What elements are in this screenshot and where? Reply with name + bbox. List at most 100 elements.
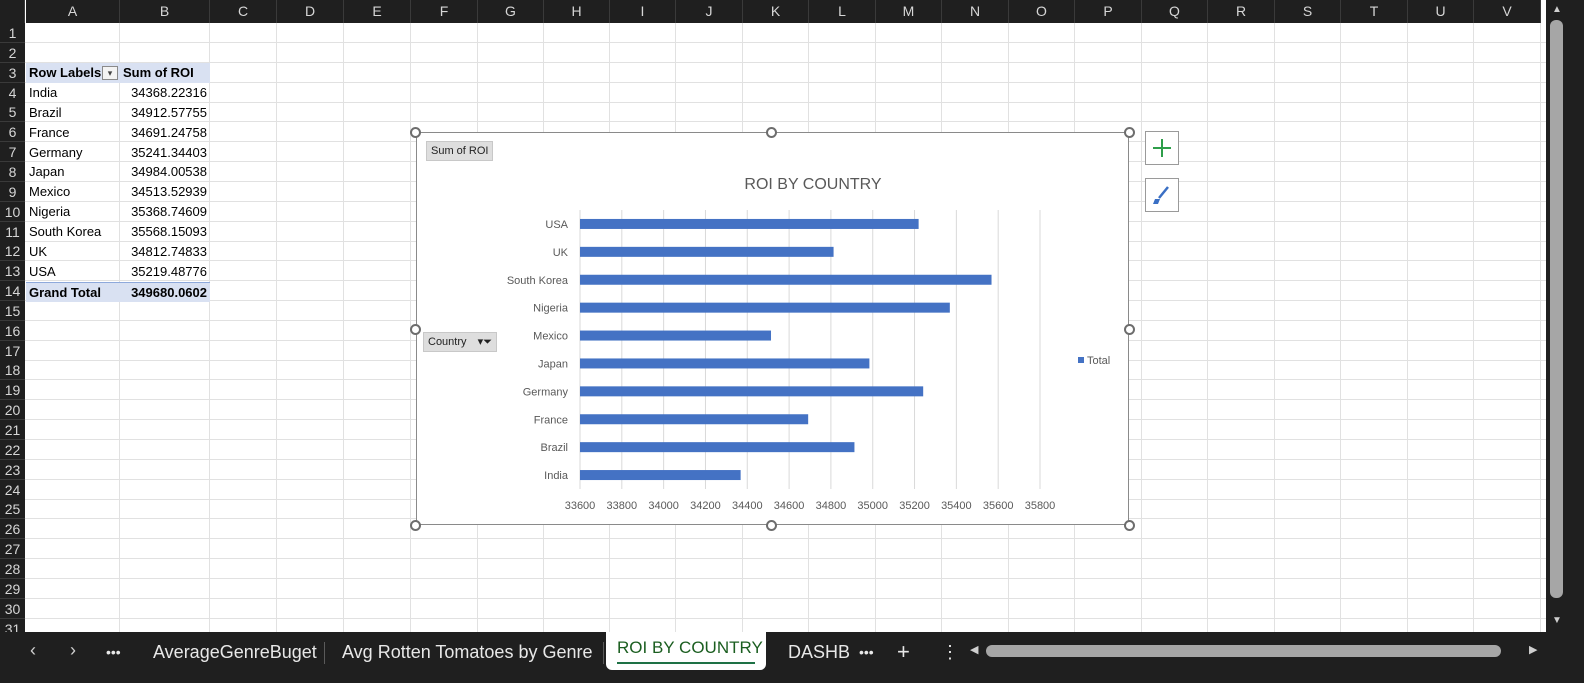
resize-handle-bottom-right[interactable]	[1124, 520, 1135, 531]
pivot-grand-total-label[interactable]: Grand Total	[26, 282, 120, 302]
column-header-f[interactable]: F	[411, 0, 478, 23]
row-header-5[interactable]: 5	[0, 102, 25, 123]
row-header-30[interactable]: 30	[0, 598, 25, 619]
row-header-12[interactable]: 12	[0, 241, 25, 262]
sum-of-roi-field-button[interactable]: Sum of ROI	[426, 141, 494, 161]
pivot-row-label[interactable]: Germany	[29, 144, 83, 160]
row-header-9[interactable]: 9	[0, 181, 25, 202]
row-header-1[interactable]: 1	[0, 23, 25, 43]
pivot-chart[interactable]: Sum of ROI Country ▾⏷ ROI BY COUNTRY Ind…	[416, 132, 1129, 525]
row-header-8[interactable]: 8	[0, 161, 25, 182]
column-header-v[interactable]: V	[1474, 0, 1541, 23]
row-header-22[interactable]: 22	[0, 439, 25, 460]
row-header-19[interactable]: 19	[0, 380, 25, 401]
row-header-10[interactable]: 10	[0, 201, 25, 222]
pivot-row-label[interactable]: France	[29, 124, 70, 140]
row-header-17[interactable]: 17	[0, 340, 25, 361]
pivot-row-label[interactable]: USA	[29, 263, 56, 279]
row-header-31[interactable]: 31	[0, 618, 25, 632]
column-header-p[interactable]: P	[1075, 0, 1142, 23]
row-header-15[interactable]: 15	[0, 300, 25, 321]
column-header-k[interactable]: K	[743, 0, 809, 23]
column-header-o[interactable]: O	[1009, 0, 1075, 23]
row-header-21[interactable]: 21	[0, 420, 25, 440]
row-header-23[interactable]: 23	[0, 459, 25, 480]
column-header-g[interactable]: G	[478, 0, 544, 23]
scroll-right-icon[interactable]: ▶	[1529, 644, 1538, 656]
bar-nigeria[interactable]	[580, 302, 950, 313]
resize-handle-bottom-left[interactable]	[410, 520, 421, 531]
row-header-24[interactable]: 24	[0, 479, 25, 500]
pivot-row-label[interactable]: Mexico	[29, 184, 71, 200]
bar-south-korea[interactable]	[580, 274, 992, 285]
horizontal-scroll-thumb[interactable]	[986, 645, 1501, 657]
pivot-row-label[interactable]: Brazil	[29, 104, 62, 120]
pivot-row-labels-header[interactable]: Row Labels	[26, 63, 120, 83]
pivot-row-label[interactable]: Japan	[29, 164, 65, 180]
tab-dashboard[interactable]: DASHBC	[788, 642, 850, 662]
pivot-row-value[interactable]: 35368.74609	[131, 204, 207, 220]
row-header-25[interactable]: 25	[0, 499, 25, 520]
sheet-options-icon[interactable]: ⋮	[941, 642, 959, 662]
column-header-n[interactable]: N	[942, 0, 1009, 23]
add-sheet-button[interactable]: +	[897, 639, 910, 664]
pivot-row-value[interactable]: 35241.34403	[131, 144, 207, 160]
column-header-a[interactable]: A	[26, 0, 120, 23]
row-header-6[interactable]: 6	[0, 122, 25, 143]
chart-elements-button[interactable]	[1145, 131, 1179, 165]
row-header-16[interactable]: 16	[0, 320, 25, 341]
column-header-d[interactable]: D	[277, 0, 344, 23]
pivot-row-value[interactable]: 34368.22316	[131, 85, 207, 100]
bar-india[interactable]	[580, 470, 741, 481]
chevron-right-icon[interactable]: ›	[70, 640, 76, 660]
pivot-row-value[interactable]: 35219.48776	[131, 263, 207, 279]
pivot-row-label[interactable]: Nigeria	[29, 204, 71, 220]
column-header-t[interactable]: T	[1341, 0, 1408, 23]
row-header-26[interactable]: 26	[0, 519, 25, 540]
pivot-row-value[interactable]: 35568.15093	[131, 223, 207, 239]
pivot-row-value[interactable]: 34691.24758	[131, 124, 207, 140]
column-header-h[interactable]: H	[544, 0, 610, 23]
column-header-m[interactable]: M	[876, 0, 942, 23]
row-header-28[interactable]: 28	[0, 558, 25, 579]
pivot-row-value[interactable]: 34912.57755	[131, 104, 207, 120]
more-tabs-left-button[interactable]: •••	[106, 644, 121, 660]
row-header-18[interactable]: 18	[0, 360, 25, 381]
row-header-29[interactable]: 29	[0, 578, 25, 599]
horizontal-scrollbar[interactable]: ◀ ▶	[966, 638, 1546, 664]
chart-styles-button[interactable]	[1145, 178, 1179, 212]
column-header-b[interactable]: B	[120, 0, 210, 23]
column-header-q[interactable]: Q	[1142, 0, 1208, 23]
column-header-r[interactable]: R	[1208, 0, 1275, 23]
scroll-left-icon[interactable]: ◀	[970, 644, 979, 656]
pivot-row-value[interactable]: 34984.00538	[131, 164, 207, 180]
row-header-3[interactable]: 3	[0, 62, 25, 83]
row-header-4[interactable]: 4	[0, 82, 25, 103]
pivot-row-value[interactable]: 34812.74833	[131, 243, 207, 259]
bar-usa[interactable]	[580, 218, 919, 229]
pivot-row-label[interactable]: South Korea	[29, 223, 102, 239]
pivot-grand-total-value[interactable]: 349680.0602	[120, 282, 210, 302]
pivot-row-value[interactable]: 34513.52939	[131, 184, 207, 200]
scroll-up-icon[interactable]: ▲	[1552, 4, 1562, 15]
bar-uk[interactable]	[580, 246, 834, 257]
row-header-27[interactable]: 27	[0, 539, 25, 560]
column-header-i[interactable]: I	[610, 0, 676, 23]
resize-handle-bottom[interactable]	[766, 520, 777, 531]
resize-handle-right[interactable]	[1124, 324, 1135, 335]
vertical-scroll-thumb[interactable]	[1550, 20, 1563, 598]
bar-japan[interactable]	[580, 358, 870, 369]
vertical-scrollbar[interactable]: ▲ ▼	[1546, 0, 1568, 632]
resize-handle-top-left[interactable]	[410, 127, 421, 138]
pivot-row-label[interactable]: UK	[29, 243, 48, 259]
row-header-2[interactable]: 2	[0, 42, 25, 63]
column-header-l[interactable]: L	[809, 0, 876, 23]
chevron-left-icon[interactable]: ‹	[30, 640, 36, 660]
row-header-20[interactable]: 20	[0, 400, 25, 421]
bar-brazil[interactable]	[580, 442, 855, 453]
bar-mexico[interactable]	[580, 330, 772, 341]
column-header-j[interactable]: J	[676, 0, 743, 23]
more-tabs-right-button[interactable]: •••	[859, 644, 874, 660]
resize-handle-top-right[interactable]	[1124, 127, 1135, 138]
